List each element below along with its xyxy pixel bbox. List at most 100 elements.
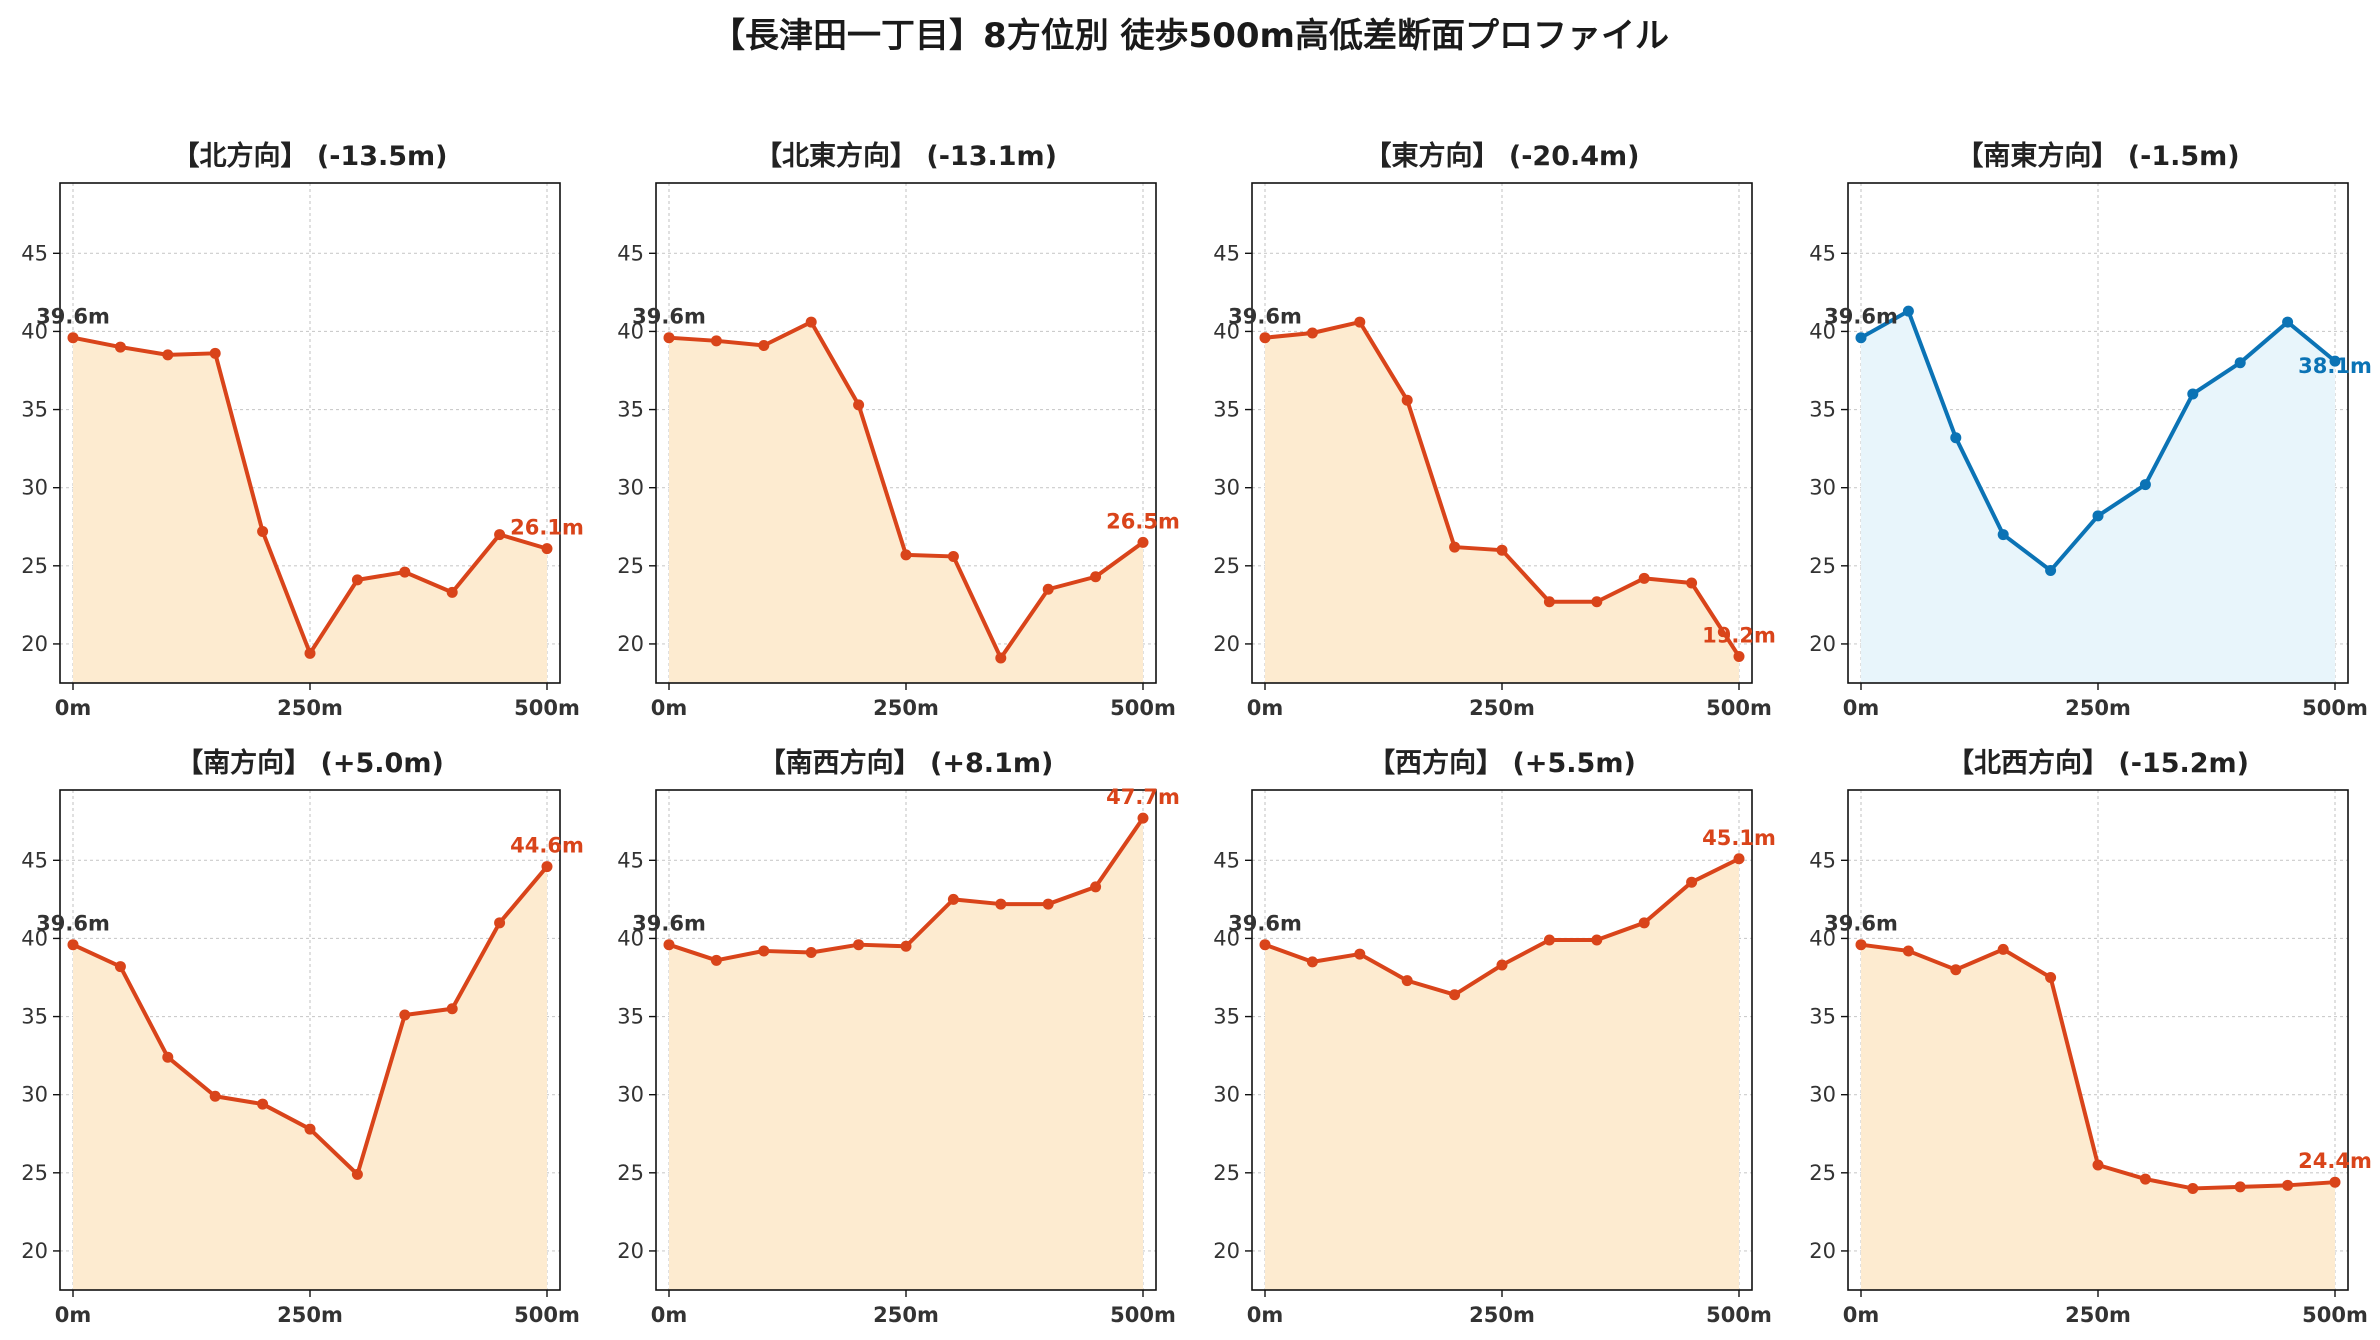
y-tick-label: 40	[1809, 319, 1836, 343]
data-point	[1042, 898, 1054, 910]
end-value-label: 26.1m	[510, 516, 584, 540]
data-point	[1306, 956, 1318, 968]
y-tick-label: 35	[21, 1005, 48, 1029]
data-point	[1137, 536, 1149, 548]
data-point	[399, 566, 411, 578]
x-tick-label: 500m	[514, 696, 580, 720]
data-point	[1137, 812, 1149, 824]
y-tick-label: 35	[1809, 398, 1836, 422]
y-tick-label: 25	[21, 1161, 48, 1185]
area-fill	[73, 866, 547, 1290]
panel-0: 【北方向】 (-13.5m) 20 25 30 35 40 45 0m 250m 500m 39.6…	[21, 140, 584, 720]
data-point	[351, 574, 363, 586]
data-point	[805, 947, 817, 958]
y-tick-label: 20	[21, 1239, 48, 1263]
data-point	[1686, 876, 1698, 888]
x-tick-label: 0m	[651, 696, 688, 720]
y-tick-label: 45	[617, 848, 644, 872]
x-tick-label: 0m	[55, 1303, 92, 1327]
x-tick-label: 500m	[2302, 1303, 2368, 1327]
y-tick-label: 25	[1213, 1161, 1240, 1185]
x-tick-label: 0m	[1843, 696, 1880, 720]
y-tick-label: 40	[21, 319, 48, 343]
y-tick-label: 40	[1809, 926, 1836, 950]
area-fill	[1861, 944, 2335, 1290]
area-fill	[1861, 311, 2335, 683]
data-point	[2329, 1176, 2341, 1188]
y-tick-label: 20	[1809, 632, 1836, 656]
data-point	[900, 549, 912, 561]
data-point	[257, 1098, 269, 1110]
data-point	[114, 961, 126, 973]
y-tick-label: 20	[1213, 632, 1240, 656]
start-value-label: 39.6m	[632, 912, 706, 936]
panel-title: 【北方向】 (-13.5m)	[172, 140, 447, 172]
panel-7: 【北西方向】 (-15.2m) 20 25 30 35 40 45 0m 250m 500m 39.…	[1809, 747, 2372, 1327]
data-point	[2092, 510, 2104, 522]
data-point	[1543, 934, 1555, 946]
x-tick-label: 0m	[55, 696, 92, 720]
end-value-label: 44.6m	[510, 834, 584, 858]
panel-title: 【東方向】 (-20.4m)	[1364, 140, 1639, 172]
data-point	[2234, 357, 2246, 369]
panel-title: 【北西方向】 (-15.2m)	[1947, 747, 2249, 779]
y-tick-label: 25	[617, 1161, 644, 1185]
x-tick-label: 250m	[1469, 696, 1535, 720]
x-tick-label: 250m	[2065, 696, 2131, 720]
data-point	[2092, 1159, 2104, 1171]
end-value-label: 45.1m	[1702, 826, 1776, 850]
panel-title: 【南東方向】 (-1.5m)	[1956, 140, 2239, 172]
data-point	[1902, 945, 1914, 957]
data-point	[995, 652, 1007, 664]
x-tick-label: 0m	[1247, 1303, 1284, 1327]
data-point	[663, 939, 675, 951]
data-point	[351, 1168, 363, 1180]
x-tick-label: 0m	[651, 1303, 688, 1327]
y-tick-label: 30	[21, 476, 48, 500]
start-value-label: 39.6m	[36, 305, 110, 329]
y-tick-label: 45	[1809, 848, 1836, 872]
data-point	[162, 349, 174, 361]
data-point	[1733, 650, 1745, 662]
panel-1: 【北東方向】 (-13.1m) 20 25 30 35 40 45 0m 250m 500m 39.…	[617, 140, 1180, 720]
data-point	[758, 945, 770, 957]
x-tick-label: 500m	[2302, 696, 2368, 720]
data-point	[710, 335, 722, 347]
data-point	[1496, 544, 1508, 556]
data-point	[1401, 394, 1413, 406]
data-point	[1855, 939, 1867, 951]
y-tick-label: 30	[1809, 1083, 1836, 1107]
data-point	[1354, 948, 1366, 960]
end-value-label: 19.2m	[1702, 623, 1776, 647]
y-tick-label: 45	[21, 241, 48, 265]
panel-title: 【南西方向】 (+8.1m)	[759, 747, 1054, 779]
data-point	[1259, 332, 1271, 344]
data-point	[758, 340, 770, 351]
data-point	[2234, 1181, 2246, 1193]
x-tick-label: 0m	[1843, 1303, 1880, 1327]
data-point	[947, 893, 959, 905]
data-point	[209, 1090, 221, 1102]
data-point	[1449, 541, 1461, 553]
data-point	[209, 347, 221, 359]
data-point	[1449, 989, 1461, 1001]
y-tick-label: 40	[1213, 926, 1240, 950]
panel-5: 【南西方向】 (+8.1m) 20 25 30 35 40 45 0m 250m 500m 39.6…	[617, 747, 1180, 1327]
x-tick-label: 500m	[1706, 1303, 1772, 1327]
data-point	[494, 917, 506, 929]
y-tick-label: 20	[21, 632, 48, 656]
y-tick-label: 25	[1809, 1161, 1836, 1185]
data-point	[663, 332, 675, 344]
y-tick-label: 20	[1809, 1239, 1836, 1263]
y-tick-label: 35	[1213, 1005, 1240, 1029]
data-point	[162, 1051, 174, 1063]
data-point	[1591, 596, 1603, 608]
x-tick-label: 500m	[514, 1303, 580, 1327]
data-point	[1543, 596, 1555, 608]
figure-title: 【長津田一丁目】8方位別 徒歩500m高低差断面プロファイル	[711, 16, 1669, 56]
data-point	[304, 647, 316, 659]
data-point	[1496, 959, 1508, 971]
data-point	[541, 543, 553, 555]
panel-title: 【南方向】 (+5.0m)	[176, 747, 444, 779]
